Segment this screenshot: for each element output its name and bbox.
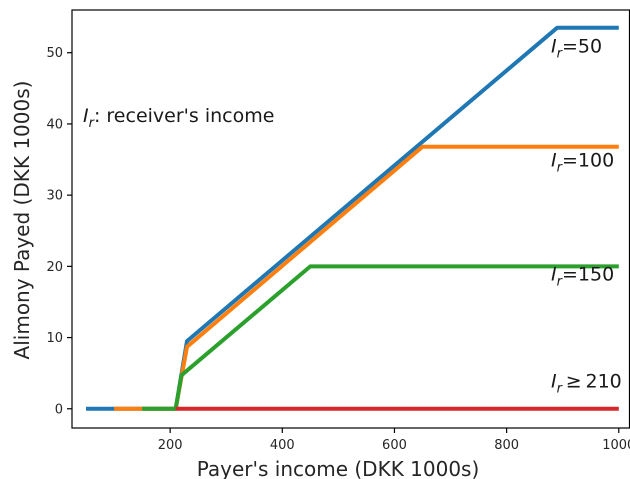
x-tick-label: 800 xyxy=(494,438,519,453)
x-tick-label: 1000 xyxy=(602,438,630,453)
x-axis-label: Payer's income (DKK 1000s) xyxy=(197,457,480,479)
y-tick-label: 40 xyxy=(46,117,63,132)
axis-ticks: 200 400 600 800 1000 0 10 20 30 40 50 xyxy=(46,46,630,453)
y-tick-label: 30 xyxy=(46,189,63,204)
plot-frame xyxy=(71,9,630,429)
series-label-210: Ir ≥ 210 xyxy=(551,370,622,396)
series-lines xyxy=(86,25,619,411)
y-tick-label: 10 xyxy=(46,331,63,346)
series-label-150: Ir=150 xyxy=(551,264,614,290)
receiver-income-annotation: Ir: receiver's income xyxy=(83,105,274,131)
y-tick-label: 0 xyxy=(55,402,63,417)
annotation-text: : receiver's income xyxy=(94,105,274,127)
series-label-50: Ir=50 xyxy=(551,36,602,62)
x-tick-label: 600 xyxy=(382,438,407,453)
series-labels: Ir=50 Ir=100 Ir=150 Ir ≥ 210 xyxy=(551,36,622,397)
y-axis-label: Alimony Payed (DKK 1000s) xyxy=(10,81,34,360)
series-line-50 xyxy=(86,25,619,411)
annotation-subscript: r xyxy=(89,116,96,131)
y-tick-label: 50 xyxy=(46,46,63,61)
x-tick-label: 400 xyxy=(270,438,295,453)
series-line-150 xyxy=(142,264,619,411)
axes-frame xyxy=(71,9,630,429)
y-tick-label: 20 xyxy=(46,260,63,275)
annotation-variable: I xyxy=(83,105,89,127)
series-label-100: Ir=100 xyxy=(551,150,614,176)
x-tick-label: 200 xyxy=(158,438,183,453)
